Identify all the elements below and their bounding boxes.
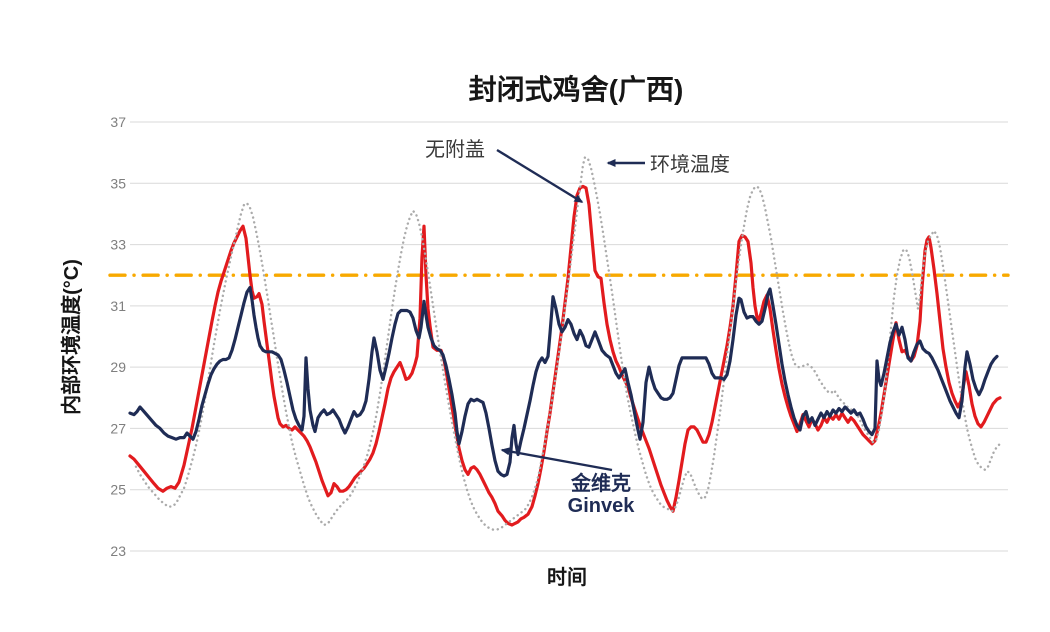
y-tick-label-25: 25 [110, 482, 126, 498]
y-tick-label-35: 35 [110, 175, 126, 191]
annotation-ginvek-label-cn: 金维克 [570, 471, 631, 495]
y-tick-label-33: 33 [110, 237, 126, 253]
gridlines [130, 121, 1008, 552]
y-tick-label-31: 31 [110, 298, 126, 314]
series-line-ambient [134, 155, 1002, 531]
y-axis-title: 内部环境温度(°C) [59, 259, 83, 415]
y-tick-label-23: 23 [110, 543, 126, 559]
annotation-ambient-label: 环境温度 [650, 153, 730, 176]
annotation-no-cover-label: 无附盖 [425, 138, 485, 161]
series-line-no-cover [128, 184, 1002, 527]
annotation-ginvek-label-en: Ginvek [568, 495, 636, 517]
series-lines [108, 155, 1010, 531]
annotation-ginvek-arrow [500, 447, 613, 472]
annotation-no-cover-arrow [496, 148, 584, 204]
y-tick-label-29: 29 [110, 359, 126, 375]
x-axis-title: 时间 [547, 566, 587, 589]
y-tick-label-27: 27 [110, 420, 126, 436]
series-line-ginvek [128, 285, 999, 478]
page-title: 封闭式鸡舍(广西) [469, 73, 684, 105]
y-axis-tick-labels: 37 35 33 31 29 27 25 23 [110, 114, 126, 559]
y-tick-label-37: 37 [110, 114, 126, 130]
